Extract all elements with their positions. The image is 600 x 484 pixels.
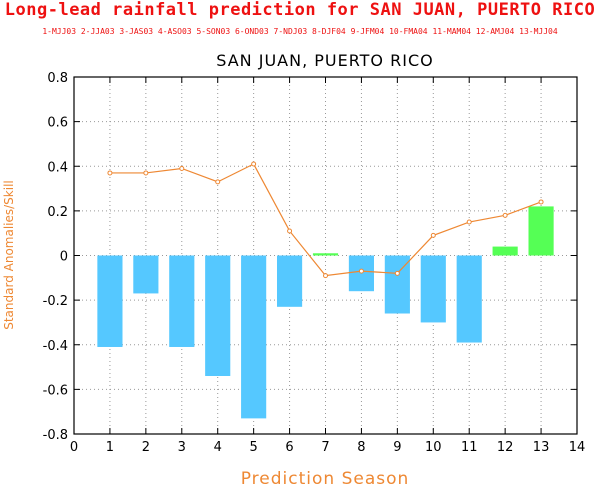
skill-line-series	[107, 161, 544, 279]
bar	[205, 255, 231, 376]
x-tick-label: 12	[497, 440, 514, 455]
bar	[133, 255, 159, 294]
bar	[312, 253, 339, 256]
line-point	[430, 232, 436, 238]
x-tick-label: 4	[214, 440, 222, 455]
x-axis-label: Prediction Season	[241, 469, 410, 484]
bar	[241, 255, 267, 419]
y-tick-label: -0.8	[43, 428, 68, 443]
line-point	[538, 199, 544, 205]
y-tick-label: -0.6	[43, 383, 68, 398]
x-tick-label: 13	[533, 440, 550, 455]
header-title: Long-lead rainfall prediction for SAN JU…	[4, 0, 596, 20]
bar	[492, 246, 518, 256]
x-tick-label: 0	[70, 440, 78, 455]
chart-title: SAN JUAN, PUERTO RICO	[216, 51, 433, 70]
line-point	[358, 268, 364, 274]
x-tick-label: 10	[425, 440, 442, 455]
y-tick-label: 0.6	[47, 116, 68, 131]
x-tick-label: 5	[250, 440, 258, 455]
line-point	[323, 273, 328, 279]
x-tick-label: 6	[285, 440, 293, 455]
bar	[276, 255, 303, 307]
line-point	[287, 228, 293, 234]
bar	[420, 255, 446, 323]
line-point	[215, 179, 221, 185]
x-tick-label: 2	[142, 440, 150, 455]
season-key: 1-MJJ03 2-JJA03 3-JAS03 4-ASO03 5-SON03 …	[42, 27, 558, 36]
line-point	[107, 170, 113, 176]
line-point	[251, 161, 257, 167]
bar	[97, 255, 123, 347]
line-point	[502, 212, 508, 218]
y-axis-label: Standard Anomalies/Skill	[2, 180, 16, 330]
y-tick-label: -0.2	[43, 294, 68, 309]
y-tick-label: 0	[60, 250, 68, 265]
bar	[456, 255, 482, 343]
line-point	[143, 170, 149, 176]
x-tick-label: 3	[178, 440, 186, 455]
y-tick-label: -0.4	[43, 339, 68, 354]
bar	[528, 206, 554, 256]
bar-series	[97, 206, 554, 419]
x-tick-label: 8	[357, 440, 365, 455]
x-tick-label: 11	[461, 440, 478, 455]
y-tick-label: 0.4	[47, 160, 68, 175]
line-point	[466, 219, 472, 225]
x-tick-label: 14	[569, 440, 586, 455]
axes: 0 1 2 3 4 5 6 7 8 9 10 11 12 13 14-0.8-0.6-0.4-0.200.2…	[43, 71, 586, 455]
x-tick-label: 1	[106, 440, 114, 455]
bar	[169, 255, 195, 347]
line-point	[394, 270, 400, 276]
line-point	[179, 165, 185, 171]
x-tick-label: 7	[321, 440, 329, 455]
y-tick-label: 0.2	[47, 205, 68, 220]
x-tick-label: 9	[393, 440, 401, 455]
y-tick-label: 0.8	[47, 71, 68, 86]
